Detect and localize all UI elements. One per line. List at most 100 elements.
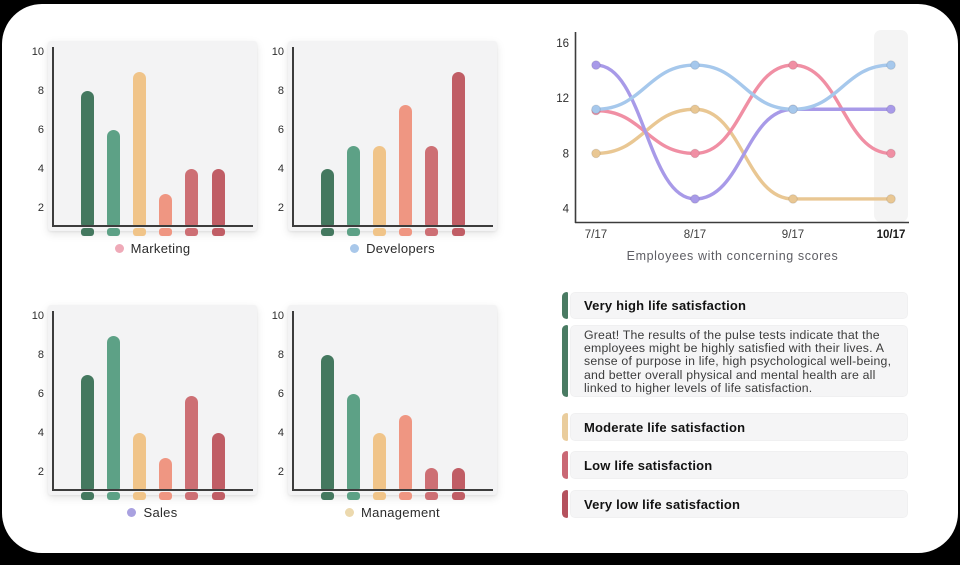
bar-stub [106, 228, 120, 236]
legend-marketing[interactable]: Marketing [48, 239, 257, 257]
bar[interactable] [106, 335, 120, 489]
bar-stub [132, 492, 146, 500]
bar[interactable] [80, 91, 94, 225]
info-item-low[interactable]: Low life satisfaction [570, 451, 908, 479]
y-tick-label: 6 [37, 388, 44, 400]
bar-stub [185, 492, 199, 500]
bar[interactable] [159, 458, 173, 489]
y-tick-label: 2 [37, 466, 44, 478]
bar[interactable] [425, 468, 439, 489]
line-chart: 16 12 8 4 7/17 8/17 9/17 10/17 [556, 30, 909, 241]
bar-stub [159, 492, 173, 500]
legend-label: Sales [143, 504, 178, 520]
bar[interactable] [106, 130, 120, 225]
bar[interactable] [346, 394, 360, 489]
legend-developers[interactable]: Developers [288, 239, 497, 257]
x-axis-line [292, 489, 493, 491]
bar[interactable] [425, 145, 439, 225]
series-point-pink[interactable] [690, 148, 700, 159]
x-axis-line [52, 489, 253, 491]
legend-dot [114, 243, 124, 253]
bar[interactable] [346, 145, 360, 225]
highlight-band [874, 30, 908, 222]
bar[interactable] [372, 433, 386, 489]
legend-dot [350, 243, 360, 253]
bar-stub [320, 228, 334, 236]
series-line-purple [594, 63, 893, 201]
series-point-blue[interactable] [591, 104, 601, 115]
series-point-purple[interactable] [690, 194, 700, 204]
y-tick-label: 10 [271, 310, 284, 322]
series-line-pink [594, 63, 893, 156]
bar-stub [372, 228, 386, 236]
series-point-yellow[interactable] [591, 148, 601, 159]
legend-label: Developers [366, 240, 435, 256]
bar-stub [132, 228, 146, 236]
bar-stub [451, 228, 465, 236]
bar[interactable] [451, 71, 465, 225]
y-tick-label: 8 [37, 349, 44, 361]
y-tick-label: 2 [37, 202, 44, 214]
x-tick-label-7-17[interactable]: 7/17 [585, 229, 607, 241]
info-paragraph-text: Great! The results of the pulse tests in… [584, 328, 892, 395]
accent-bar-low [562, 451, 568, 479]
bar[interactable] [399, 415, 413, 489]
bar[interactable] [159, 194, 173, 225]
bar[interactable] [132, 433, 146, 489]
bar-stub [211, 492, 225, 500]
bar-stub [211, 228, 225, 236]
bar[interactable] [185, 395, 199, 489]
bar-stub [425, 492, 439, 500]
chart-panel [288, 305, 497, 495]
bar[interactable] [320, 355, 334, 489]
series-point-purple[interactable] [591, 60, 601, 70]
y-tick-label: 2 [277, 202, 284, 214]
series-point-blue[interactable] [788, 104, 798, 115]
bar[interactable] [372, 145, 386, 225]
y-tick-label: 10 [31, 46, 44, 58]
y-tick-label: 6 [277, 388, 284, 400]
bar-stub [399, 492, 413, 500]
y-tick-label: 10 [271, 46, 284, 58]
bar-stub [399, 228, 413, 236]
series-point-yellow[interactable] [690, 104, 700, 115]
series-point-yellow[interactable] [886, 194, 896, 204]
bar-stub [80, 228, 94, 236]
legend-management[interactable]: Management [288, 503, 497, 521]
bar[interactable] [320, 169, 334, 225]
bar-stub [159, 228, 173, 236]
y-tick-label: 6 [37, 124, 44, 136]
bar[interactable] [132, 71, 146, 225]
info-item-label: Very high life satisfaction [584, 298, 747, 313]
bar[interactable] [211, 169, 225, 225]
y-tick-label: 16 [556, 38, 569, 50]
series-point-blue[interactable] [886, 60, 896, 70]
bar[interactable] [399, 104, 413, 225]
x-tick-label-9-17[interactable]: 9/17 [782, 229, 804, 241]
series-point-purple[interactable] [886, 104, 896, 115]
info-item-very-low[interactable]: Very low life satisfaction [570, 490, 908, 518]
info-item-moderate[interactable]: Moderate life satisfaction [570, 413, 908, 441]
y-axis-line [292, 47, 294, 225]
series-point-blue[interactable] [690, 60, 700, 70]
bar[interactable] [185, 169, 199, 225]
info-item-label: Moderate life satisfaction [584, 419, 746, 435]
y-tick-label: 10 [31, 310, 44, 322]
series-point-pink[interactable] [788, 60, 798, 70]
info-item-very-high[interactable]: Very high life satisfaction [570, 292, 908, 319]
bar[interactable] [211, 433, 225, 489]
series-point-pink[interactable] [886, 148, 896, 159]
legend-sales[interactable]: Sales [48, 503, 257, 521]
bar[interactable] [451, 468, 465, 489]
x-tick-label-10-17[interactable]: 10/17 [877, 229, 906, 241]
legend-dot [127, 507, 137, 517]
x-tick-label-8-17[interactable]: 8/17 [684, 229, 706, 241]
y-tick-label: 12 [556, 93, 569, 105]
y-tick-label: 2 [277, 466, 284, 478]
chart-panel [288, 41, 497, 231]
bar-stub [106, 492, 120, 500]
bar[interactable] [80, 374, 94, 489]
info-item-label: Low life satisfaction [584, 457, 713, 473]
series-point-yellow[interactable] [788, 194, 798, 204]
